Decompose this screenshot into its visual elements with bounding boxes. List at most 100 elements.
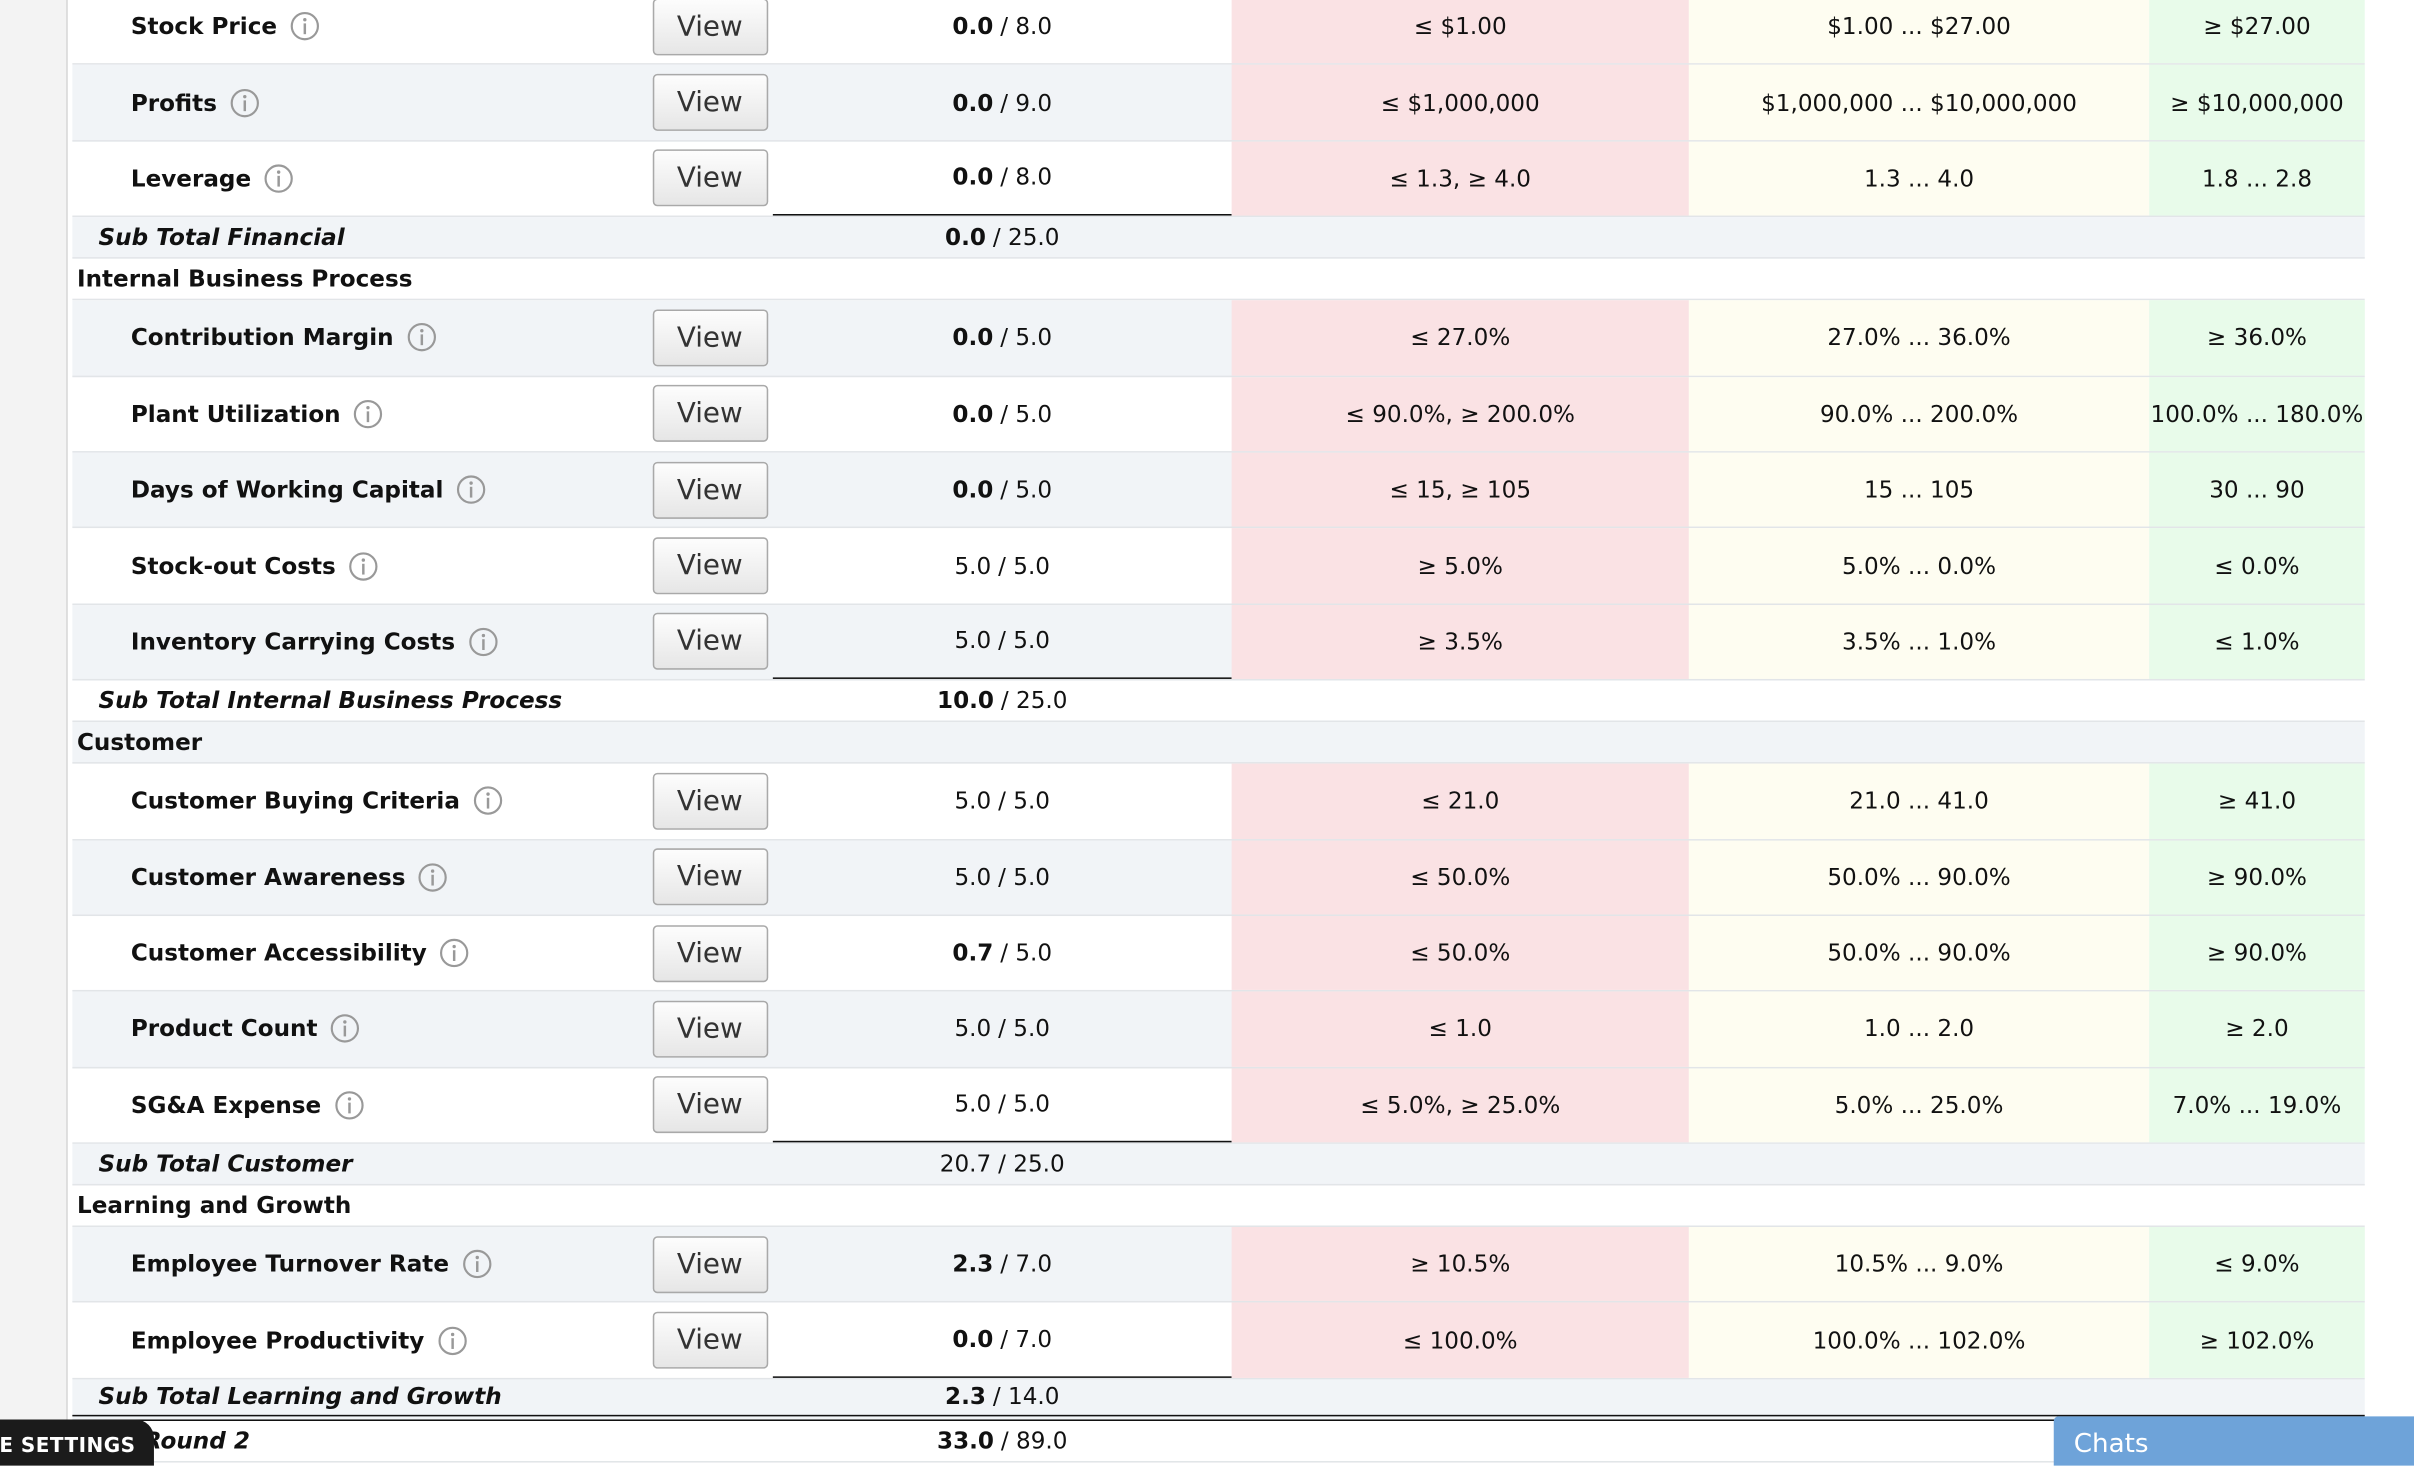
view-button[interactable]: View xyxy=(651,150,768,208)
info-icon[interactable] xyxy=(456,474,487,505)
view-button[interactable]: View xyxy=(651,1076,768,1134)
metric-row: Days of Working Capital View 0.0/ 5.0 ≤ 15,… xyxy=(72,452,2365,529)
green-threshold: ≥ 2.0 xyxy=(2149,991,2365,1067)
score-cell: 0.0/ 5.0 xyxy=(773,300,1232,374)
metric-name-cell: Product Count xyxy=(131,992,361,1066)
info-icon[interactable] xyxy=(439,938,470,969)
view-button[interactable]: View xyxy=(651,309,768,367)
view-button[interactable]: View xyxy=(651,461,768,519)
metric-name-cell: Employee Productivity xyxy=(131,1303,468,1377)
metric-row: Stock-out Costs View 5.0/ 5.0 ≥ 5.0% 5.0% ..… xyxy=(72,528,2365,605)
metric-name-cell: Stock Price xyxy=(131,0,320,64)
green-threshold: ≥ $27.00 xyxy=(2149,0,2365,64)
points: 33.0 xyxy=(937,1426,994,1455)
view-button[interactable]: View xyxy=(651,848,768,906)
score: 5.0/ 5.0 xyxy=(954,863,1050,891)
view-button[interactable]: View xyxy=(651,772,768,830)
yellow-threshold: 50.0% ... 90.0% xyxy=(1688,915,2150,991)
button-cell: View xyxy=(650,605,770,679)
score: 5.0/ 5.0 xyxy=(954,1015,1050,1043)
score-cell: 20.7/ 25.0 xyxy=(773,1144,1232,1184)
view-button[interactable]: View xyxy=(651,1235,768,1293)
metric-name-cell: Stock-out Costs xyxy=(131,529,379,603)
points: 0.0 xyxy=(952,12,994,41)
total-row: for Round 2 33.0/ 89.0 xyxy=(72,1421,2365,1463)
points: 0.0 xyxy=(952,323,994,352)
score-cell: 0.0/ 5.0 xyxy=(773,377,1232,451)
button-cell: View xyxy=(650,1068,770,1142)
subtotal-row: Sub Total Customer 20.7/ 25.0 xyxy=(72,1143,2365,1186)
possible: / 5.0 xyxy=(998,551,1050,580)
view-button[interactable]: View xyxy=(651,537,768,595)
yellow-threshold: 21.0 ... 41.0 xyxy=(1688,763,2150,839)
metric-row: Profits View 0.0/ 9.0 ≤ $1,000,000 $1,000,00… xyxy=(72,65,2365,142)
info-icon[interactable] xyxy=(418,862,449,893)
info-icon[interactable] xyxy=(461,1249,492,1280)
metric-row: Inventory Carrying Costs View 5.0/ 5.0 ≥ 3.… xyxy=(72,604,2365,681)
possible: / 7.0 xyxy=(1000,1325,1053,1354)
possible: / 5.0 xyxy=(998,1090,1050,1119)
view-button[interactable]: View xyxy=(651,1000,768,1058)
view-button[interactable]: View xyxy=(651,613,768,671)
metric-name-cell: SG&A Expense xyxy=(131,1068,364,1142)
yellow-threshold: 90.0% ... 200.0% xyxy=(1688,376,2150,452)
side-gutter xyxy=(0,0,68,1466)
section-title: Learning and Growth xyxy=(76,1191,352,1220)
info-icon[interactable] xyxy=(437,1325,468,1356)
possible: / 14.0 xyxy=(992,1383,1060,1411)
metric-name: SG&A Expense xyxy=(130,1091,322,1120)
red-threshold: ≤ 27.0% xyxy=(1231,300,1689,375)
green-threshold: 7.0% ... 19.0% xyxy=(2149,1067,2365,1143)
possible: / 8.0 xyxy=(1000,163,1053,192)
score-cell: 5.0/ 5.0 xyxy=(772,605,1232,680)
metric-row: Contribution Margin View 0.0/ 5.0 ≤ 27.0% 27… xyxy=(72,300,2365,377)
subtotal-row: Sub Total Learning and Growth 2.3/ 14.0 xyxy=(72,1379,2365,1421)
red-threshold: ≤ 90.0%, ≥ 200.0% xyxy=(1231,376,1689,452)
points: 10.0 xyxy=(937,686,994,715)
view-button[interactable]: View xyxy=(651,924,768,982)
metric-name: Employee Productivity xyxy=(130,1326,425,1355)
possible: / 5.0 xyxy=(1000,323,1053,352)
score: 0.0/ 5.0 xyxy=(952,476,1052,504)
info-icon[interactable] xyxy=(353,398,384,429)
info-icon[interactable] xyxy=(406,322,437,353)
red-threshold: ≤ $1,000,000 xyxy=(1231,65,1689,140)
metric-row: Customer Buying Criteria View 5.0/ 5.0 ≤ 21… xyxy=(72,763,2365,840)
settings-tab[interactable]: IE SETTINGS xyxy=(0,1419,154,1466)
metric-name-cell: Employee Turnover Rate xyxy=(131,1227,492,1301)
metric-row: SG&A Expense View 5.0/ 5.0 ≤ 5.0%, ≥ 25.0% 5… xyxy=(72,1067,2365,1144)
view-button[interactable]: View xyxy=(651,74,768,131)
view-button[interactable]: View xyxy=(651,385,768,443)
score: 5.0/ 5.0 xyxy=(954,552,1050,580)
yellow-threshold: 27.0% ... 36.0% xyxy=(1688,300,2150,375)
red-threshold: ≤ 1.3, ≥ 4.0 xyxy=(1231,141,1689,216)
info-icon[interactable] xyxy=(334,1090,365,1121)
info-icon[interactable] xyxy=(263,163,294,194)
info-icon[interactable] xyxy=(330,1014,361,1045)
info-icon[interactable] xyxy=(348,550,379,581)
info-icon[interactable] xyxy=(229,87,260,118)
possible: / 5.0 xyxy=(998,863,1050,891)
info-icon[interactable] xyxy=(289,11,320,42)
view-button[interactable]: View xyxy=(651,1311,768,1369)
info-icon[interactable] xyxy=(467,626,498,657)
subtotal-label: Sub Total Learning and Growth xyxy=(98,1383,502,1411)
metric-row: Stock Price View 0.0/ 8.0 ≤ $1.00 $1.00 ... … xyxy=(72,0,2365,66)
info-icon[interactable] xyxy=(472,786,503,817)
yellow-threshold: 5.0% ... 25.0% xyxy=(1688,1067,2150,1143)
green-threshold: 100.0% ... 180.0% xyxy=(2149,376,2365,452)
red-threshold: ≥ 3.5% xyxy=(1231,604,1689,680)
green-threshold: ≥ 36.0% xyxy=(2149,300,2365,375)
possible: / 9.0 xyxy=(1000,88,1053,117)
score: 5.0/ 5.0 xyxy=(954,627,1050,655)
metric-row: Plant Utilization View 0.0/ 5.0 ≤ 90.0%, ≥ … xyxy=(72,376,2365,453)
possible: / 8.0 xyxy=(1000,12,1053,41)
points: 5.0 xyxy=(954,551,992,580)
green-threshold: ≤ 1.0% xyxy=(2149,604,2365,680)
green-threshold: 30 ... 90 xyxy=(2149,452,2365,528)
score: 33.0/ 89.0 xyxy=(937,1427,1067,1455)
chats-widget[interactable]: Chats xyxy=(2053,1416,2414,1466)
view-button[interactable]: View xyxy=(651,0,768,55)
